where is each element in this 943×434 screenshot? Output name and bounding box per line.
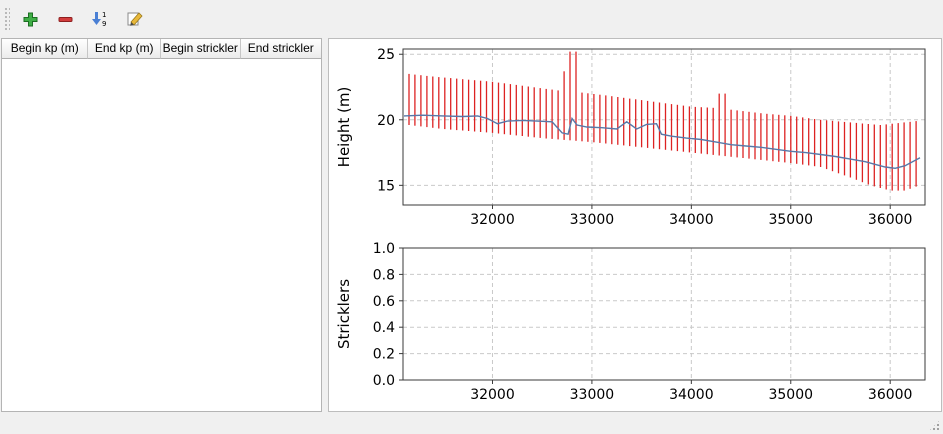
svg-text:36000: 36000 bbox=[868, 387, 913, 403]
column-header-end-kp[interactable]: End kp (m) bbox=[88, 39, 161, 59]
charts-panel: 32000 33000 34000 35000 36000 15 20 25 Height (m… bbox=[328, 38, 942, 412]
sort-numeric-icon: 1 9 bbox=[91, 10, 109, 28]
svg-text:15: 15 bbox=[377, 178, 395, 194]
edit-pencil-icon bbox=[126, 10, 144, 28]
svg-text:1: 1 bbox=[102, 11, 106, 19]
svg-text:36000: 36000 bbox=[868, 212, 913, 228]
remove-row-button[interactable] bbox=[51, 6, 79, 32]
svg-text:25: 25 bbox=[377, 47, 395, 63]
svg-text:33000: 33000 bbox=[570, 212, 615, 228]
status-bar bbox=[0, 416, 943, 434]
svg-text:0.0: 0.0 bbox=[373, 373, 395, 389]
add-row-button[interactable] bbox=[16, 6, 44, 32]
svg-text:35000: 35000 bbox=[768, 212, 813, 228]
table-header-row: Begin kp (m) End kp (m) Begin strickler … bbox=[2, 39, 321, 59]
height-chart: 32000 33000 34000 35000 36000 15 20 25 Height (m… bbox=[335, 47, 926, 228]
column-header-begin-strickler[interactable]: Begin strickler bbox=[161, 39, 241, 59]
svg-text:35000: 35000 bbox=[768, 387, 813, 403]
svg-text:34000: 34000 bbox=[669, 212, 714, 228]
svg-text:9: 9 bbox=[102, 20, 106, 28]
add-icon bbox=[22, 11, 39, 28]
svg-text:0.2: 0.2 bbox=[373, 347, 395, 363]
column-header-end-strickler[interactable]: End strickler bbox=[240, 39, 321, 59]
svg-text:1.0: 1.0 bbox=[373, 242, 395, 257]
svg-text:Stricklers: Stricklers bbox=[335, 279, 353, 349]
table-body[interactable] bbox=[2, 59, 321, 411]
svg-text:32000: 32000 bbox=[470, 387, 515, 403]
svg-text:34000: 34000 bbox=[669, 387, 714, 403]
svg-text:32000: 32000 bbox=[470, 212, 515, 228]
svg-text:Height (m): Height (m) bbox=[335, 87, 353, 168]
svg-text:0.4: 0.4 bbox=[373, 320, 395, 336]
minus-icon bbox=[57, 11, 74, 28]
strickler-table-panel: Begin kp (m) End kp (m) Begin strickler … bbox=[1, 38, 322, 412]
svg-text:0.8: 0.8 bbox=[373, 267, 395, 283]
svg-text:33000: 33000 bbox=[570, 387, 615, 403]
toolbar: 1 9 bbox=[0, 0, 943, 38]
svg-text:20: 20 bbox=[377, 113, 395, 129]
sort-button[interactable]: 1 9 bbox=[86, 6, 114, 32]
edit-button[interactable] bbox=[121, 6, 149, 32]
stricklers-chart: 32000 33000 34000 35000 36000 0.0 0.2 0.4 0.6 0.8… bbox=[335, 241, 926, 403]
main-area: Begin kp (m) End kp (m) Begin strickler … bbox=[0, 38, 943, 416]
toolbar-drag-handle[interactable] bbox=[4, 7, 10, 31]
svg-text:0.6: 0.6 bbox=[373, 294, 395, 310]
resize-grip[interactable] bbox=[928, 419, 941, 432]
column-header-begin-kp[interactable]: Begin kp (m) bbox=[2, 39, 89, 59]
